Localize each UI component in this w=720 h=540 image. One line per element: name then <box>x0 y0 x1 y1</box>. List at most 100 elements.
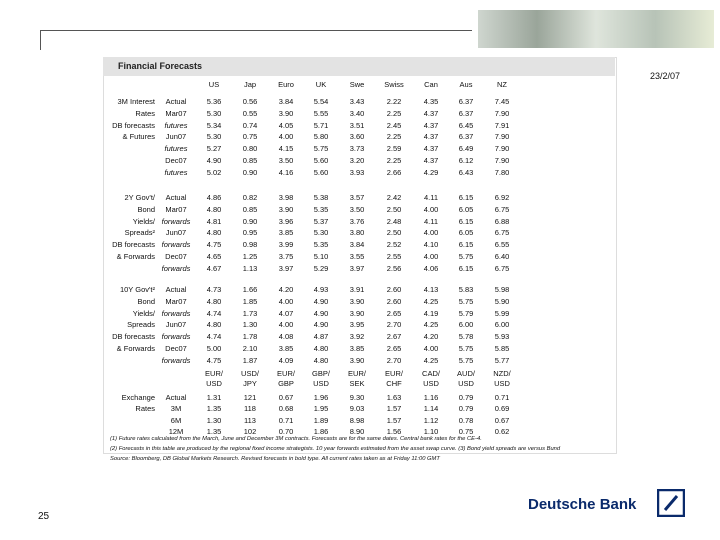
cell: 6.37 <box>458 132 474 142</box>
cell: 6.00 <box>494 320 510 330</box>
cell: 4.37 <box>423 108 439 118</box>
cell: 4.07 <box>278 308 294 318</box>
cell: 3.43 <box>349 97 365 106</box>
cell: 6.75 <box>494 228 510 238</box>
cell: 6.49 <box>458 144 474 154</box>
cell: 7.90 <box>494 144 510 154</box>
cell: 4.19 <box>423 308 439 318</box>
cell: 3.93 <box>349 167 365 177</box>
fx-column-header: USD/ <box>241 369 259 378</box>
cell: 5.75 <box>458 355 474 365</box>
fx-column-header: EUR/ <box>277 369 295 378</box>
cell: 0.67 <box>278 393 294 402</box>
row-label: forwards <box>161 216 191 226</box>
fx-column-header: JPY <box>243 378 257 388</box>
cell: 3.90 <box>349 296 365 306</box>
cell: 5.90 <box>494 296 510 306</box>
cell: 1.57 <box>386 415 402 425</box>
cell: 2.65 <box>386 344 402 353</box>
table-title: Financial Forecasts <box>118 61 203 71</box>
cell: 6.00 <box>458 320 474 330</box>
cell: 4.80 <box>206 320 222 330</box>
cell: 3.55 <box>349 252 365 261</box>
cell: 2.70 <box>386 355 402 365</box>
cell: 0.71 <box>494 393 510 402</box>
cell: 3.92 <box>349 332 365 342</box>
cell: 1.73 <box>242 308 258 318</box>
cell: 3.75 <box>278 252 294 261</box>
cell: 4.00 <box>423 344 439 353</box>
cell: 5.37 <box>313 216 329 226</box>
cell: 3.90 <box>349 308 365 318</box>
row-label: Actual <box>165 97 187 106</box>
cell: 4.00 <box>278 320 294 330</box>
cell: 0.85 <box>242 204 258 214</box>
row-label: futures <box>164 167 188 177</box>
fx-column-header: GBP/ <box>312 369 330 378</box>
cell: 0.90 <box>242 167 258 177</box>
cell: 4.00 <box>423 228 439 238</box>
cell: 0.70 <box>278 426 294 436</box>
cell: 2.45 <box>386 120 402 130</box>
cell: 1.87 <box>242 355 258 365</box>
cell: 0.90 <box>242 216 258 226</box>
cell: 1.85 <box>242 296 258 306</box>
cell: 2.22 <box>386 97 402 106</box>
column-header: NZ <box>497 80 507 89</box>
cell: 6.12 <box>458 156 474 165</box>
cell: 3.99 <box>278 240 294 250</box>
fx-column-header: AUD/ <box>457 369 475 378</box>
cell: 4.29 <box>423 167 439 177</box>
date: 23/2/07 <box>650 71 681 81</box>
group-label: Yields/ <box>132 308 155 318</box>
cell: 4.86 <box>206 193 222 202</box>
cell: 1.63 <box>386 393 402 402</box>
cell: 6.40 <box>494 252 510 261</box>
cell: 2.70 <box>386 320 402 330</box>
cell: 5.02 <box>206 167 222 177</box>
cell: 3.50 <box>278 156 294 165</box>
cell: 5.35 <box>313 240 329 250</box>
cell: 1.31 <box>206 393 222 402</box>
cell: 5.29 <box>313 263 329 273</box>
cell: 1.95 <box>313 404 329 414</box>
cell: 8.90 <box>349 426 365 436</box>
cell: 4.90 <box>313 296 329 306</box>
cell: 6.75 <box>494 263 510 273</box>
logo <box>657 489 685 517</box>
cell: 5.77 <box>494 355 510 365</box>
group-label: Spreads² <box>124 228 155 238</box>
cell: 4.67 <box>206 263 222 273</box>
cell: 6.37 <box>458 108 474 118</box>
cell: 2.50 <box>386 228 402 238</box>
cell: 2.52 <box>386 240 402 250</box>
footnote: (2) Forecasts in this table are produced… <box>110 446 561 452</box>
cell: 1.56 <box>386 426 402 436</box>
cell: 2.42 <box>386 193 402 202</box>
fx-column-header: USD <box>313 378 329 388</box>
cell: 0.55 <box>242 108 258 118</box>
row-label: Jun07 <box>165 132 187 142</box>
page-number: 25 <box>38 511 50 522</box>
cell: 7.90 <box>494 156 510 165</box>
fx-column-header: CHF <box>386 378 402 388</box>
cell: 3.85 <box>278 344 294 353</box>
column-header: UK <box>315 80 327 89</box>
row-label: Jun07 <box>165 320 187 330</box>
cell: 4.11 <box>423 193 439 202</box>
cell: 1.35 <box>206 404 222 414</box>
cell: 4.00 <box>423 252 439 261</box>
row-label: Mar07 <box>165 204 187 214</box>
cell: 0.82 <box>242 193 258 202</box>
cell: 3.20 <box>349 156 365 165</box>
cell: 0.85 <box>242 156 258 165</box>
cell: 4.20 <box>423 332 439 342</box>
cell: 5.75 <box>458 252 474 261</box>
cell: 0.71 <box>278 415 294 425</box>
row-label: Jun07 <box>165 228 187 238</box>
cell: 3.80 <box>349 228 365 238</box>
cell: 5.75 <box>458 344 474 353</box>
cell: 3.85 <box>278 228 294 238</box>
group-label: Rates <box>135 108 155 118</box>
